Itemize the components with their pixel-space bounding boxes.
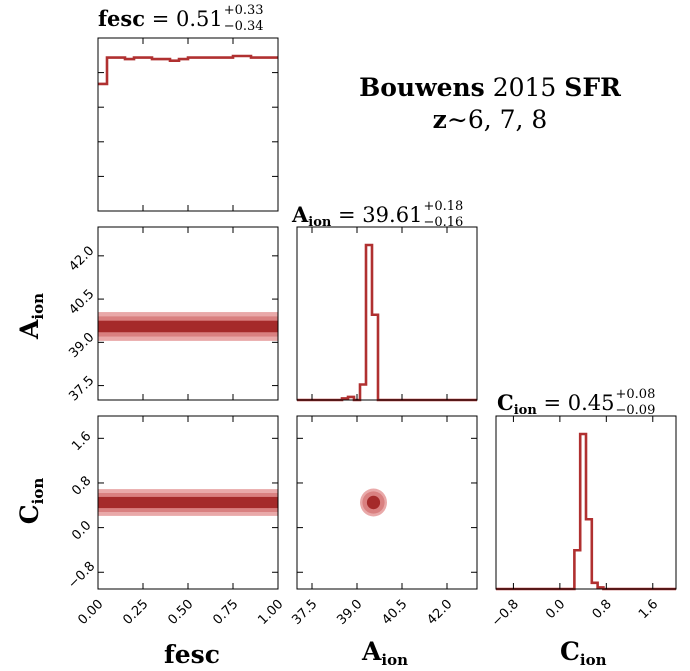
x-tick-label-C_ion: −0.8 bbox=[489, 597, 522, 630]
y-tick-label-C_ion: 1.6 bbox=[69, 429, 94, 454]
aion-header-minus: −0.16 bbox=[423, 214, 464, 230]
x-tick-label-A_ion: 40.5 bbox=[379, 597, 410, 628]
x-tick-label-fesc: 0.25 bbox=[120, 597, 151, 628]
x-axis-label-cion: Cion bbox=[560, 637, 607, 669]
y-tick-label-A_ion: 37.5 bbox=[66, 373, 97, 404]
x-tick-label-fesc: 0.75 bbox=[210, 597, 241, 628]
fesc-header-minus: −0.34 bbox=[223, 18, 264, 34]
fesc-header-eq: = 0.51 bbox=[145, 7, 223, 31]
fesc-header-plus: +0.33 bbox=[223, 2, 264, 18]
x-tick-label-fesc: 1.00 bbox=[255, 597, 286, 628]
x-tick-label-C_ion: 1.6 bbox=[636, 597, 661, 622]
x-tick-label-fesc: 0.50 bbox=[165, 597, 196, 628]
histogram-fesc bbox=[98, 54, 278, 86]
x-axis-label-fesc: fesc bbox=[164, 640, 220, 669]
contour-inner-aion-fesc bbox=[98, 320, 278, 333]
aion-header-name: A bbox=[292, 202, 309, 227]
x-tick-label-A_ion: 42.0 bbox=[424, 597, 455, 628]
histogram-A_ion bbox=[297, 243, 477, 402]
y-axis-label-cion: Cion bbox=[15, 477, 47, 525]
contour-inner-cion-aion bbox=[366, 495, 381, 510]
panel-frame-1-2 bbox=[296, 415, 478, 590]
aion-header-sub: ion bbox=[308, 215, 332, 230]
figure-title: Bouwens 2015 SFR z∼6, 7, 8 bbox=[350, 72, 630, 136]
y-axis-label-aion: Aion bbox=[15, 293, 47, 340]
cion-header-plus: +0.08 bbox=[615, 386, 656, 402]
y-tick-label-C_ion: 0.8 bbox=[69, 474, 94, 499]
y-tick-label-C_ion: −0.8 bbox=[65, 559, 98, 592]
aion-header: Aion = 39.61 +0.18 −0.16 bbox=[292, 198, 466, 231]
y-tick-label-A_ion: 42.0 bbox=[66, 243, 97, 274]
x-tick-label-fesc: 0.00 bbox=[75, 597, 106, 628]
panel-frame-0-0 bbox=[97, 37, 279, 212]
cion-header-minus: −0.09 bbox=[615, 402, 656, 418]
cion-header-eq: = 0.45 bbox=[536, 391, 615, 415]
x-tick-label-C_ion: 0.8 bbox=[590, 597, 615, 622]
y-tick-label-A_ion: 40.5 bbox=[66, 287, 97, 318]
histogram-C_ion bbox=[496, 432, 676, 591]
figure-title-line2: z∼6, 7, 8 bbox=[432, 105, 548, 134]
fesc-header: fesc = 0.51 +0.33 −0.34 bbox=[98, 2, 267, 34]
y-tick-label-A_ion: 39.0 bbox=[66, 330, 97, 361]
x-tick-label-A_ion: 37.5 bbox=[289, 597, 320, 628]
cion-header-name: C bbox=[497, 390, 514, 415]
cion-header: Cion = 0.45 +0.08 −0.09 bbox=[497, 386, 659, 419]
contour-inner-cion-fesc bbox=[98, 496, 278, 509]
figure-title-line1: Bouwens 2015 SFR bbox=[359, 73, 621, 102]
cion-header-sub: ion bbox=[513, 403, 537, 418]
x-tick-label-A_ion: 39.0 bbox=[334, 597, 365, 628]
panel-frame-2-2 bbox=[495, 415, 677, 590]
x-axis-label-aion: Aion bbox=[362, 637, 409, 669]
fesc-header-name: fesc bbox=[98, 6, 146, 31]
x-tick-label-C_ion: 0.0 bbox=[543, 597, 568, 622]
panel-frame-1-1 bbox=[296, 226, 478, 401]
aion-header-eq: = 39.61 bbox=[331, 203, 423, 227]
aion-header-plus: +0.18 bbox=[423, 198, 464, 214]
y-tick-label-C_ion: 0.0 bbox=[69, 518, 94, 543]
